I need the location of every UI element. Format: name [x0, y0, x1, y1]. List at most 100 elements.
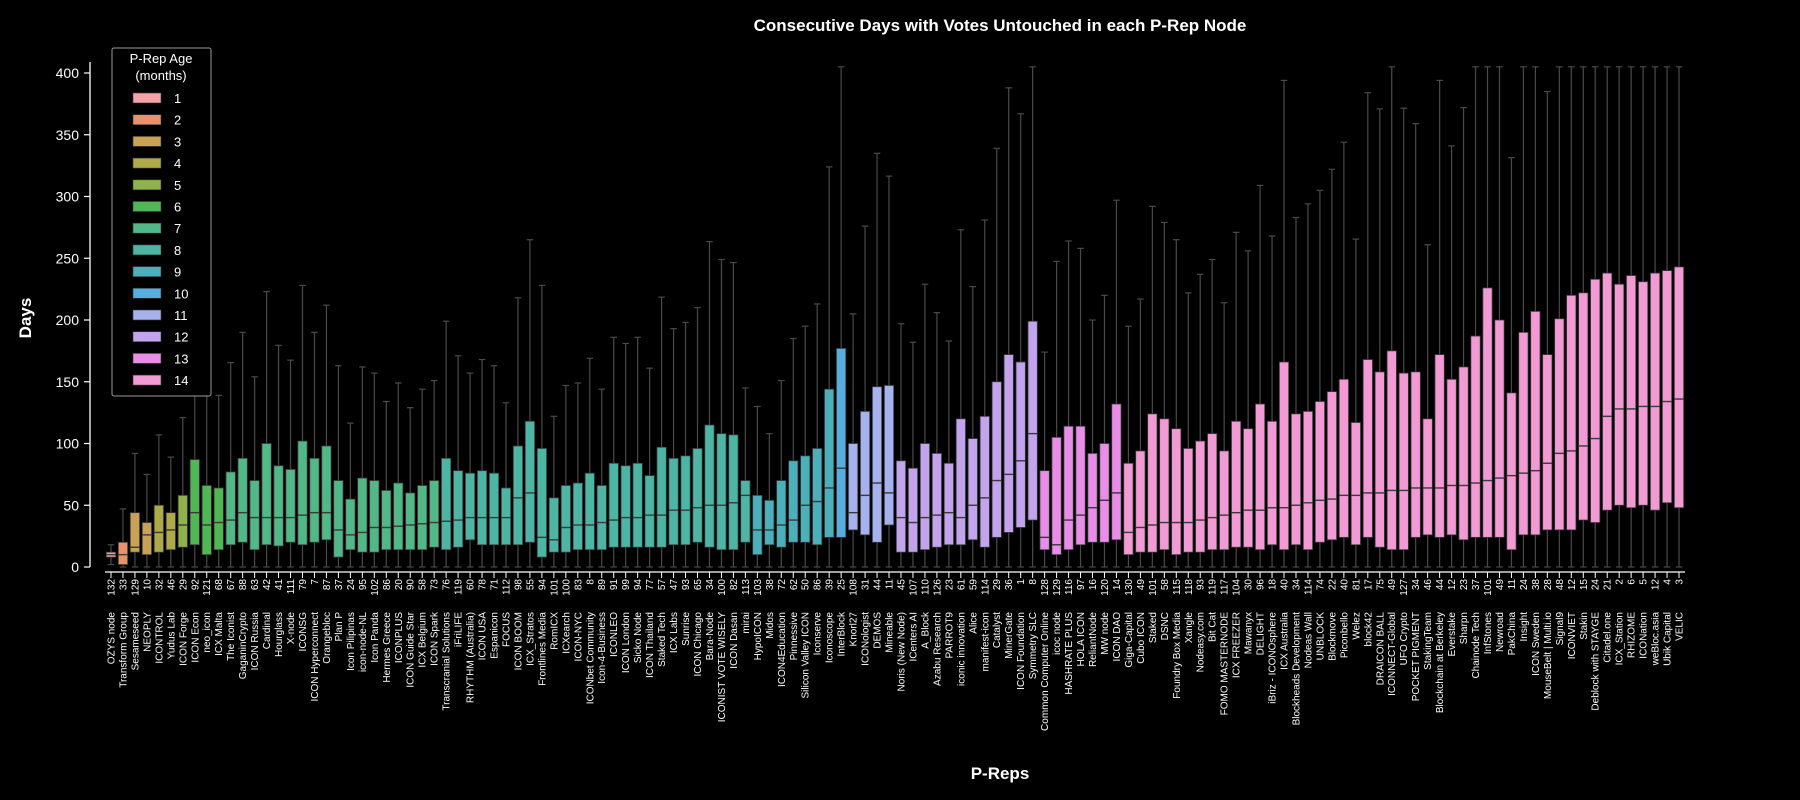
count-label: 5	[1639, 579, 1650, 585]
legend-frame	[111, 47, 212, 397]
category-label: Blockheads Development	[1291, 612, 1302, 726]
box-iqr	[429, 480, 440, 548]
box-iqr	[1398, 372, 1409, 551]
count-label: 89	[597, 579, 608, 591]
count-label: 86	[382, 579, 393, 591]
box-iqr	[1530, 310, 1541, 536]
box-43	[608, 336, 619, 568]
category-label: Mineable	[885, 612, 896, 653]
box-7	[177, 416, 188, 568]
category-label: RHIZOME	[1627, 612, 1638, 658]
box-iqr	[1458, 366, 1469, 541]
box-63	[848, 313, 859, 568]
box-4	[141, 473, 152, 568]
count-label: 61	[956, 579, 967, 591]
count-label: 30	[1244, 579, 1255, 591]
category-label: Ubik Capital	[1663, 612, 1674, 666]
box-iqr	[225, 471, 236, 546]
count-label: 97	[1076, 579, 1087, 591]
category-label: ReliantNode	[1088, 612, 1099, 667]
count-label: 115	[1172, 579, 1183, 595]
count-label: 17	[1363, 579, 1374, 591]
count-label: 92	[190, 579, 201, 591]
count-label: 1	[1016, 579, 1027, 585]
box-iqr	[1087, 452, 1098, 543]
count-label: 48	[1555, 579, 1566, 591]
box-17	[297, 284, 308, 568]
count-label: 12	[1447, 579, 1458, 591]
box-130	[1650, 66, 1661, 568]
category-label: Staked Tech	[657, 612, 668, 667]
box-iqr	[1350, 422, 1361, 546]
category-label: ICenters AI	[908, 612, 919, 661]
category-label: ICXearch	[561, 612, 572, 654]
count-label: 8	[585, 579, 596, 585]
box-iqr	[1266, 420, 1278, 546]
box-iqr	[1602, 272, 1613, 511]
count-label: 41	[274, 579, 285, 591]
category-label: Symmetry SLC	[1028, 612, 1039, 679]
box-97	[1255, 184, 1266, 568]
category-label: NEOPLY	[142, 612, 153, 652]
category-label: Midos	[765, 612, 776, 639]
legend-title-line-2: (months)	[135, 68, 186, 83]
count-label: 77	[645, 579, 656, 591]
count-label: 101	[1483, 579, 1494, 596]
category-label: DRAICON BALL	[1375, 612, 1386, 686]
box-iqr	[141, 522, 152, 556]
category-label: The Iconist	[226, 612, 237, 661]
count-label: 46	[166, 579, 177, 591]
count-label: 90	[406, 579, 417, 591]
box-iqr	[1099, 443, 1110, 543]
category-label: ICON London	[621, 612, 632, 673]
count-label: 78	[478, 579, 489, 591]
box-iqr	[357, 477, 368, 553]
category-label: ICONIST VOTE WISELY	[717, 612, 728, 723]
box-iqr	[1111, 403, 1122, 541]
category-label: Alice	[968, 612, 979, 634]
box-94	[1219, 302, 1230, 568]
box-116	[1482, 66, 1493, 568]
count-label: 33	[118, 579, 129, 591]
count-label: 15	[1579, 579, 1590, 591]
box-36	[524, 239, 535, 568]
count-label: 111	[286, 579, 297, 595]
category-label: Blockchain at Berkeley	[1435, 612, 1446, 713]
box-iqr	[1219, 450, 1230, 551]
category-label: X-node	[286, 612, 297, 645]
box-101	[1302, 203, 1314, 568]
count-label: 93	[681, 579, 692, 591]
count-label: 73	[430, 579, 441, 591]
box-70	[931, 311, 942, 568]
box-82	[1075, 247, 1086, 568]
box-24	[381, 400, 392, 568]
y-tick-label: 100	[56, 436, 80, 452]
y-ticks: 0 50 100 150 200 250 300 350 400	[56, 65, 90, 575]
box-iqr	[943, 462, 954, 546]
box-iqr	[500, 487, 512, 546]
box-iqr	[1027, 320, 1038, 521]
box-iqr	[668, 457, 679, 546]
box-iqr	[1470, 335, 1481, 538]
category-label: HASHRATE PLUS	[1064, 612, 1075, 695]
category-label: ICON Chicago	[693, 612, 704, 677]
box-121	[1542, 90, 1553, 568]
box-iqr	[656, 446, 667, 548]
legend-entry-label: 10	[174, 286, 188, 301]
category-label: FOMO MASTERNODE	[1220, 612, 1231, 716]
box-35	[512, 297, 524, 568]
y-tick-label: 50	[63, 497, 79, 513]
category-label: Stakin	[1579, 612, 1590, 640]
box-66	[883, 175, 895, 568]
box-iqr	[1506, 392, 1517, 551]
count-label: 24	[346, 579, 357, 591]
category-label: Icon-4-Business	[597, 612, 608, 684]
category-label: Icon Panda	[370, 612, 381, 663]
box-iqr	[800, 455, 811, 543]
category-label: Sicko Node	[633, 612, 644, 664]
count-label: 99	[621, 579, 632, 591]
category-label: GaganinCrypto	[238, 612, 249, 680]
legend-entry-label: 8	[174, 243, 181, 258]
box-iqr	[776, 480, 787, 548]
